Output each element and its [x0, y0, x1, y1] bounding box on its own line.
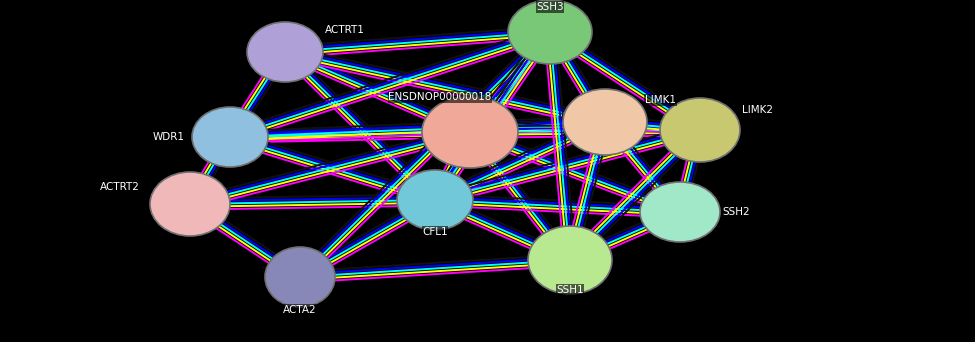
Text: LIMK2: LIMK2	[742, 105, 773, 115]
Text: WDR1: WDR1	[153, 132, 185, 142]
Text: ACTA2: ACTA2	[283, 305, 317, 315]
Text: SSH1: SSH1	[556, 285, 584, 295]
Text: SSH3: SSH3	[536, 2, 564, 12]
Text: SSH2: SSH2	[722, 207, 750, 217]
Ellipse shape	[397, 170, 473, 230]
Ellipse shape	[265, 247, 335, 307]
Text: ACTRT2: ACTRT2	[100, 182, 140, 192]
Ellipse shape	[660, 98, 740, 162]
Text: LIMK1: LIMK1	[645, 95, 676, 105]
Ellipse shape	[192, 107, 268, 167]
Ellipse shape	[508, 0, 592, 64]
Text: CFL1: CFL1	[422, 227, 448, 237]
Ellipse shape	[247, 22, 323, 82]
Ellipse shape	[528, 226, 612, 294]
Text: ENSDNOP00000018: ENSDNOP00000018	[388, 92, 491, 102]
Ellipse shape	[563, 89, 647, 155]
Ellipse shape	[640, 182, 720, 242]
Ellipse shape	[422, 96, 518, 168]
Ellipse shape	[150, 172, 230, 236]
Text: ACTRT1: ACTRT1	[325, 25, 365, 35]
